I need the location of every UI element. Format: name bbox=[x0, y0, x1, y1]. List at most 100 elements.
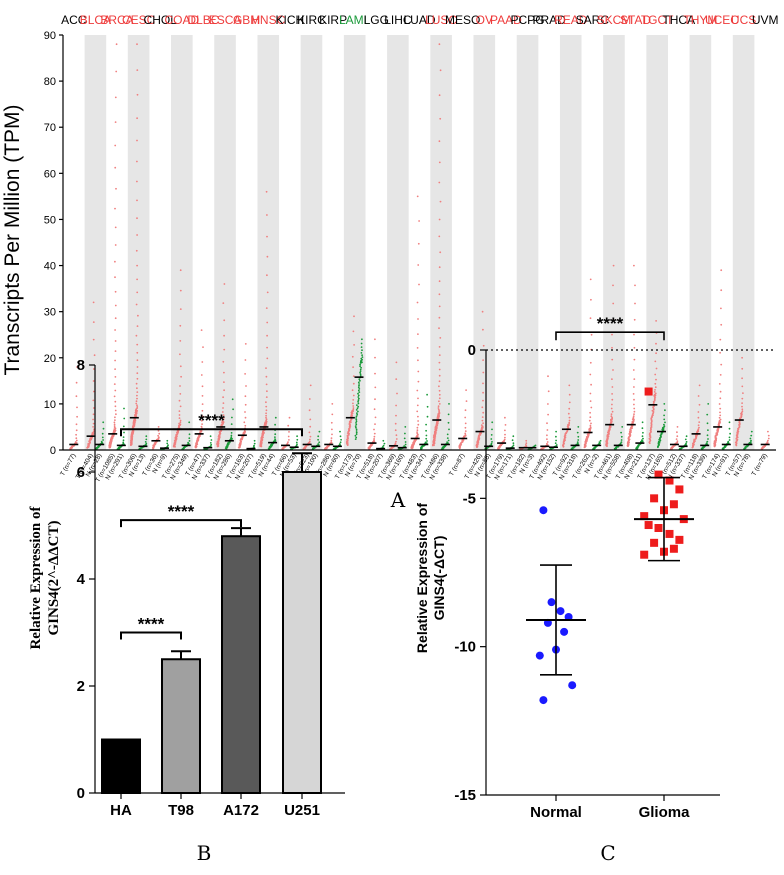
cancer-name-thca: THCA bbox=[662, 13, 695, 27]
panel-a-point bbox=[309, 384, 312, 387]
panel-a-point bbox=[633, 358, 636, 361]
panel-a-point bbox=[136, 406, 139, 408]
panel-a-point bbox=[720, 307, 722, 310]
cancer-name-hnsc: HNSC bbox=[251, 13, 285, 27]
panel-a-point bbox=[654, 360, 657, 363]
panel-a-point bbox=[426, 405, 429, 408]
panel-a-point bbox=[361, 354, 363, 357]
panel-a-point bbox=[115, 413, 117, 416]
panel-a-point bbox=[439, 337, 442, 339]
panel-a-point bbox=[330, 439, 333, 442]
panel-a-point bbox=[490, 434, 493, 436]
panel-a-point bbox=[481, 406, 484, 409]
panel-a-point bbox=[482, 382, 484, 385]
panel-a-point bbox=[253, 439, 256, 442]
panel-a-point bbox=[244, 416, 247, 419]
panel-a-point bbox=[633, 407, 636, 410]
panel-a-point bbox=[373, 428, 375, 431]
panel-a-point bbox=[359, 379, 361, 382]
panel-a-point bbox=[382, 444, 385, 447]
panel-a-point bbox=[612, 369, 614, 371]
panel-a-point bbox=[663, 403, 666, 405]
cancer-name-prad: PRAD bbox=[532, 13, 566, 27]
point-glioma bbox=[650, 494, 659, 503]
panel-a-point bbox=[640, 440, 643, 443]
panel-a-point bbox=[356, 412, 358, 415]
panel-a-point bbox=[525, 439, 528, 442]
panel-a-point bbox=[122, 436, 125, 438]
panel-a-point bbox=[438, 235, 441, 238]
panel-a-point bbox=[179, 308, 182, 310]
panel-a-point bbox=[482, 411, 485, 414]
cancer-name-ov: OV bbox=[476, 13, 493, 27]
panel-a-point bbox=[266, 291, 269, 294]
panel-a-point bbox=[266, 255, 269, 258]
panel-a-point bbox=[741, 385, 744, 388]
panel-a-point bbox=[359, 373, 362, 376]
panel-a-point bbox=[481, 419, 484, 422]
panel-a-point bbox=[654, 392, 657, 395]
point-glioma bbox=[669, 544, 678, 553]
panel-a-point bbox=[706, 440, 709, 443]
panel-a-point bbox=[416, 432, 419, 435]
cancer-name-tgct: TGCT bbox=[641, 13, 674, 27]
panel-a-point bbox=[611, 386, 614, 388]
significance-bracket bbox=[555, 331, 665, 341]
cancer-name-sarc: SARC bbox=[576, 13, 610, 27]
panel-a-point bbox=[395, 361, 398, 364]
panel-a-point bbox=[720, 363, 723, 366]
cancer-name-dlbc: DLBC bbox=[187, 13, 219, 27]
panel-a-point bbox=[698, 403, 701, 406]
panel-a-point bbox=[698, 426, 700, 429]
panel-a-point bbox=[266, 357, 269, 360]
panel-a-point bbox=[511, 439, 514, 442]
panel-a-point bbox=[93, 430, 95, 432]
panel-a-point bbox=[309, 418, 312, 421]
panel-b-xtick-label: T98 bbox=[168, 802, 194, 819]
panel-a-point bbox=[576, 431, 579, 434]
panel-a-point bbox=[136, 69, 139, 71]
panel-a-point bbox=[546, 429, 549, 431]
panel-a-point bbox=[360, 352, 363, 354]
cancer-name-esca: ESCA bbox=[209, 13, 242, 27]
panel-a-point bbox=[188, 437, 191, 440]
panel-a-point bbox=[265, 405, 268, 408]
point-normal bbox=[560, 627, 569, 636]
panel-a-point bbox=[424, 441, 427, 444]
panel-a-point bbox=[438, 389, 441, 392]
panel-a-point bbox=[93, 354, 96, 357]
panel-a-point bbox=[244, 359, 247, 361]
panel-a-point bbox=[288, 439, 290, 441]
panel-a-point bbox=[546, 442, 548, 445]
cancer-name-laml: LAML bbox=[339, 13, 371, 27]
panel-a-point bbox=[568, 422, 571, 425]
panel-a-point bbox=[425, 423, 427, 426]
panel-a-point bbox=[464, 434, 467, 436]
panel-a-point bbox=[438, 140, 441, 143]
panel-a-point bbox=[201, 385, 204, 388]
panel-a-point bbox=[416, 347, 419, 349]
panel-a-point bbox=[568, 401, 571, 404]
panel-a-point bbox=[355, 423, 358, 426]
panel-a-point bbox=[330, 421, 333, 424]
panel-a-point bbox=[201, 403, 204, 405]
panel-a-point bbox=[222, 360, 225, 363]
panel-a-point bbox=[113, 421, 116, 424]
panel-a-point bbox=[465, 400, 468, 402]
panel-a-point bbox=[720, 269, 723, 272]
panel-a-point bbox=[296, 438, 299, 441]
panel-a-point bbox=[438, 181, 441, 184]
cancer-name-coad: COAD bbox=[164, 13, 199, 27]
panel-a-point bbox=[416, 195, 419, 198]
panel-a-point bbox=[417, 420, 419, 422]
panel-a-point bbox=[374, 416, 377, 419]
panel-a-point bbox=[122, 425, 125, 428]
panel-a-point bbox=[577, 426, 580, 428]
panel-a-point bbox=[180, 375, 183, 378]
panel-a-point bbox=[201, 423, 204, 425]
panel-a-point bbox=[179, 324, 182, 327]
panel-a-point bbox=[417, 397, 419, 400]
panel-a-point bbox=[75, 429, 78, 432]
panel-a-ytick-label: 10 bbox=[44, 399, 56, 411]
